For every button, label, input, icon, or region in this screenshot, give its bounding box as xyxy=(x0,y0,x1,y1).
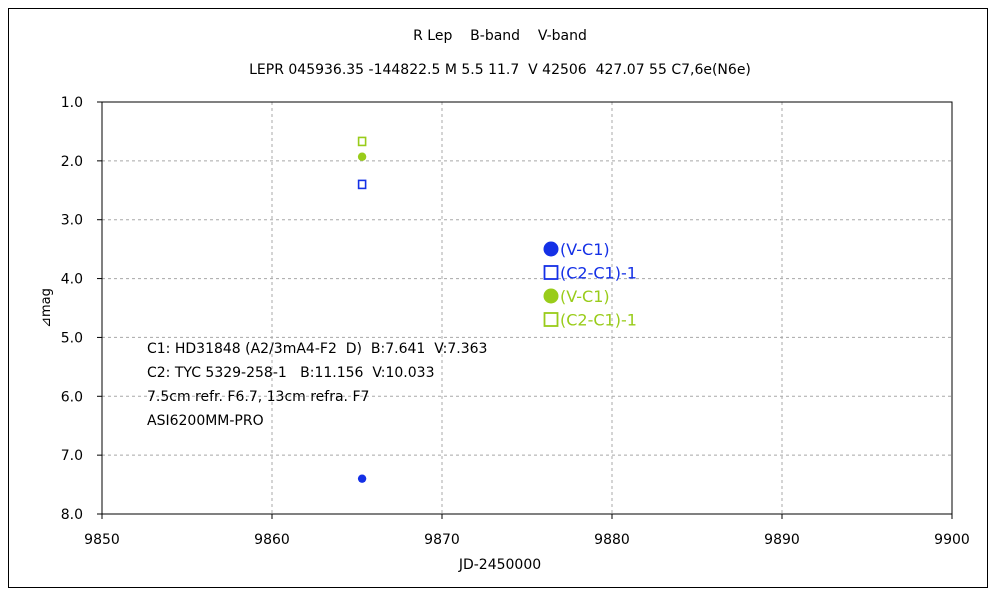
legend-label: (C2-C1)-1 xyxy=(560,264,637,283)
data-point xyxy=(357,179,367,190)
y-tick-label: 3.0 xyxy=(61,213,83,229)
grid xyxy=(102,102,952,514)
x-tick-label: 9900 xyxy=(934,532,970,548)
x-tick-label: 9870 xyxy=(424,532,460,548)
chart-frame xyxy=(8,8,988,588)
data-point xyxy=(357,152,367,161)
y-tick-label: 1.0 xyxy=(61,95,83,111)
annotation-camera: ASI6200MM-PRO xyxy=(147,413,264,429)
data-point xyxy=(357,136,367,147)
annotation-c2: C2: TYC 5329-258-1 B:11.156 V:10.033 xyxy=(147,365,435,381)
y-tick-label: 5.0 xyxy=(61,330,83,346)
axis-ticks: 9850 9860 9870 9880 9890 9900 1.0 2.0 3.0 4.0 5.0 6… xyxy=(61,95,970,548)
x-axis-label: JD-2450000 xyxy=(458,557,542,573)
y-tick-label: 4.0 xyxy=(61,272,83,288)
x-tick-label: 9880 xyxy=(594,532,630,548)
annotation-optics: 7.5cm refr. F6.7, 13cm refra. F7 xyxy=(147,389,370,405)
y-tick-label: 6.0 xyxy=(61,389,83,405)
legend-label: (V-C1) xyxy=(560,240,610,259)
legend-marker xyxy=(543,312,559,327)
legend-marker xyxy=(543,265,559,280)
chart-subtitle: LEPR 045936.35 -144822.5 M 5.5 11.7 V 42… xyxy=(249,62,751,78)
y-tick-label: 7.0 xyxy=(61,448,83,464)
y-tick-label: 8.0 xyxy=(61,507,83,523)
annotation-c1: C1: HD31848 (A2/3mA4-F2 D) B:7.641 V:7.3… xyxy=(147,341,488,357)
y-tick-label: 2.0 xyxy=(61,154,83,170)
legend-label: (C2-C1)-1 xyxy=(560,311,637,330)
legend-marker xyxy=(543,288,559,304)
data-points xyxy=(357,136,367,483)
legend: (V-C1) (C2-C1)-1 (V-C1) (C2-C1)-1 xyxy=(543,240,637,330)
plot-area xyxy=(101,101,953,515)
x-tick-label: 9850 xyxy=(84,532,120,548)
legend-marker xyxy=(543,241,559,257)
x-tick-label: 9860 xyxy=(254,532,290,548)
x-tick-label: 9890 xyxy=(764,532,800,548)
chart-title: R Lep B-band V-band xyxy=(413,28,587,44)
legend-label: (V-C1) xyxy=(560,287,610,306)
y-axis-label: ⊿mag xyxy=(39,288,54,328)
data-point xyxy=(357,474,367,483)
